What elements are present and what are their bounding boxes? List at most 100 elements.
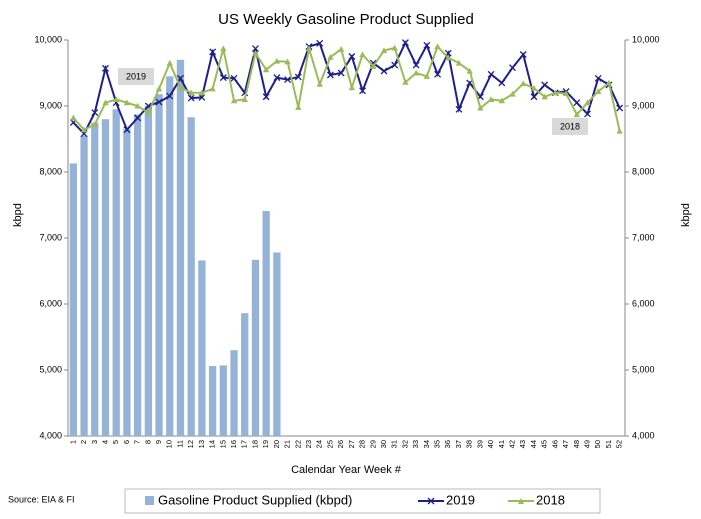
marker [573,99,581,107]
y2-tick-label: 4,000 [632,430,655,440]
x-tick-label: 8 [143,440,152,444]
x-tick-label: 50 [593,440,602,448]
marker [530,84,538,91]
x-tick-label: 3 [90,440,99,444]
marker [198,89,206,96]
marker [498,79,506,87]
x-tick-label: 33 [411,440,420,448]
x-tick-label: 12 [186,440,195,448]
marker [316,39,324,47]
x-tick-label: 22 [293,440,302,448]
line [72,44,621,132]
x-tick-label: 38 [465,440,474,448]
bar [251,259,260,436]
x-tick-label: 13 [197,440,206,448]
marker [305,45,313,52]
y2-tick-label: 7,000 [632,232,655,242]
marker [145,109,152,116]
x-tick-label: 31 [390,440,399,448]
marker [123,126,131,134]
marker [155,85,163,92]
marker [187,94,195,102]
bar [101,119,110,436]
x-tick-label: 26 [336,440,345,448]
marker [230,74,238,82]
marker [102,99,109,106]
marker [91,121,98,128]
marker [498,97,506,104]
marker [412,61,420,69]
marker [219,74,227,82]
marker [605,79,613,86]
bar [273,252,281,436]
x-tick-label: 23 [304,440,313,448]
bar [230,350,238,436]
marker [455,59,463,66]
marker [102,64,109,72]
bar [112,109,120,437]
x-tick-label: 4 [100,440,109,444]
bar [80,135,88,436]
marker [584,110,591,118]
marker [327,53,334,60]
marker [252,50,259,56]
y-axis-label: kbpd [12,203,24,227]
legend-marker [518,498,524,504]
legend-box [124,488,601,514]
bar [133,114,142,436]
marker [594,74,602,82]
x-tick-label: 30 [379,440,388,448]
legend-swatch [145,496,154,505]
x-tick-label: 46 [550,440,559,448]
x-tick-label: 11 [175,440,184,448]
y-tick-label: 7,000 [39,232,62,242]
x-tick-label: 15 [218,440,227,448]
marker [348,53,356,60]
marker [616,127,623,134]
marker [166,92,174,100]
x-tick-label: 44 [529,440,538,448]
y-tick-label: 6,000 [39,298,62,308]
bar [155,94,163,437]
x-tick-label: 28 [358,440,367,448]
x-tick-label: 5 [111,440,120,444]
marker [294,73,302,81]
marker [166,59,173,66]
marker [251,45,259,53]
marker [177,84,184,91]
x-axis-label: Calendar Year Week # [291,464,402,476]
marker [477,104,484,111]
marker [359,51,366,58]
x-tick-label: 20 [272,440,281,448]
x-tick-label: 45 [540,440,549,448]
x-tick-label: 21 [283,440,292,448]
source: Source: EIA & FI [8,494,75,504]
marker [401,39,409,47]
x-tick-label: 24 [315,440,324,448]
marker [209,48,217,56]
marker [509,90,516,97]
y2-axis-label: kbpd [680,203,692,227]
annotation: 2019 [126,71,146,81]
bar [262,210,270,436]
y2-tick-label: 8,000 [632,166,655,176]
marker [434,43,441,50]
annotation-box [118,68,154,85]
x-tick-label: 32 [400,440,409,448]
marker [273,74,281,82]
x-tick-label: 1 [68,440,77,444]
legend-label: 2018 [536,492,565,507]
marker [80,126,88,133]
marker [198,93,206,101]
x-tick-label: 7 [133,440,142,444]
marker [177,74,184,82]
marker [273,57,281,64]
marker [316,81,323,87]
y2-tick-label: 9,000 [632,100,655,110]
x-tick-label: 27 [347,440,356,448]
x-tick-label: 48 [572,440,581,448]
marker [445,54,452,61]
x-tick-label: 25 [325,440,334,448]
bar [166,76,174,437]
bar [241,313,249,436]
